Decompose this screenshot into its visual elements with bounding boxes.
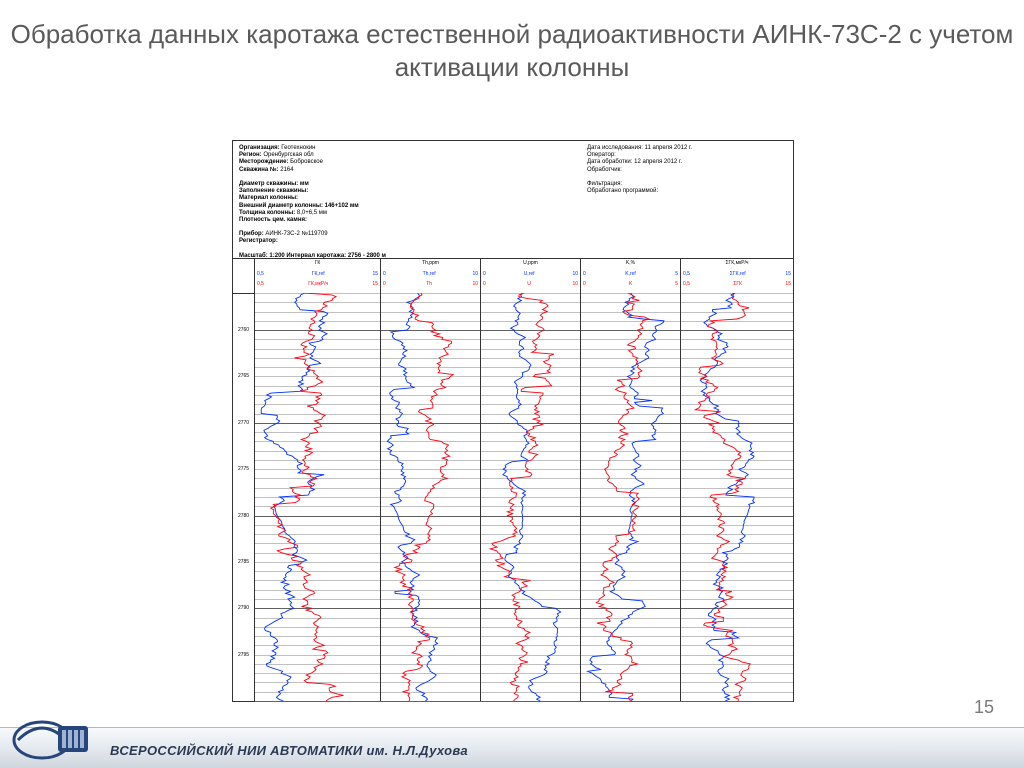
- tracks-area: ГК0,5ГК,ref150,5ГК,мкР/ч15Th,ppm0Th,ref1…: [233, 259, 793, 701]
- depth-header: [233, 259, 255, 293]
- header-right: Дата исследования: 11 апреля 2012 г.Опер…: [587, 145, 787, 195]
- chart-header: Организация: ГеотехнокинРегион: Оренбург…: [233, 141, 793, 259]
- header-row: Плотность цем. камня:: [239, 217, 539, 224]
- header-row: Обработано программой:: [587, 188, 787, 195]
- track-body: [481, 293, 581, 701]
- track-header: ΣГК,мкР/ч0,5ΣГК,ref150,5ΣГК15: [681, 259, 793, 293]
- header-row: Регион: Оренбургская обл: [239, 152, 539, 159]
- header-row: Месторождение: Бобровское: [239, 159, 539, 166]
- header-row: Регистратор:: [239, 238, 539, 245]
- track-body: [681, 293, 793, 701]
- track-header: K,%0K,ref50K5: [581, 259, 681, 293]
- slide-title: Обработка данных каротажа естественной р…: [0, 18, 1024, 83]
- track-header: U,ppm0U,ref100U10: [481, 259, 581, 293]
- track-header: Th,ppm0Th,ref100Th10: [381, 259, 481, 293]
- depth-tick: 2790: [233, 605, 254, 611]
- header-left: Организация: ГеотехнокинРегион: Оренбург…: [239, 145, 539, 260]
- depth-tick: 2780: [233, 513, 254, 519]
- header-row: Организация: Геотехнокин: [239, 145, 539, 152]
- footer-text: ВСЕРОССИЙСКИЙ НИИ АВТОМАТИКИ им. Н.Л.Дух…: [110, 743, 468, 758]
- depth-tick: 2775: [233, 466, 254, 472]
- depth-tick: 2760: [233, 327, 254, 333]
- header-row: Скважина №: 2164: [239, 167, 539, 174]
- header-row: Материал колонны:: [239, 195, 539, 202]
- depth-tick: 2795: [233, 652, 254, 658]
- header-row: Внешний диаметр колонны: 146+102 мм: [239, 203, 539, 210]
- track-header: ГК0,5ГК,ref150,5ГК,мкР/ч15: [255, 259, 381, 293]
- footer-bar: ВСЕРОССИЙСКИЙ НИИ АВТОМАТИКИ им. Н.Л.Дух…: [0, 727, 1024, 768]
- header-row: Дата обработки: 12 апреля 2012 г.: [587, 159, 787, 166]
- log-curve-red: [681, 293, 793, 701]
- header-row: Оператор:: [587, 152, 787, 159]
- log-curve-red: [255, 293, 380, 701]
- header-row: [239, 174, 539, 181]
- header-row: Обработчик:: [587, 167, 787, 174]
- track-body: [255, 293, 381, 701]
- header-row: Заполнение скважины:: [239, 188, 539, 195]
- log-curve-red: [581, 293, 680, 701]
- track-body: [581, 293, 681, 701]
- header-row: [587, 174, 787, 181]
- log-curve-red: [481, 293, 580, 701]
- gridline: [255, 701, 793, 702]
- header-row: Прибор: АИНК-73С-2 №119709: [239, 231, 539, 238]
- slide: Обработка данных каротажа естественной р…: [0, 0, 1024, 768]
- page-number: 15: [974, 697, 994, 718]
- depth-tick: 2765: [233, 373, 254, 379]
- header-row: Толщина колонны: 8,0+6,5 мм: [239, 210, 539, 217]
- header-row: Диаметр скважины: мм: [239, 181, 539, 188]
- header-row: Дата исследования: 11 апреля 2012 г.: [587, 145, 787, 152]
- track-bodies: 2760 2765 2770 2775 2780 2785 2790 2795: [233, 293, 793, 701]
- depth-tick: 2770: [233, 420, 254, 426]
- track-headers: ГК0,5ГК,ref150,5ГК,мкР/ч15Th,ppm0Th,ref1…: [233, 259, 793, 294]
- depth-column: 2760 2765 2770 2775 2780 2785 2790 2795: [233, 293, 255, 701]
- logo-icon: [10, 712, 98, 764]
- well-log-chart: Организация: ГеотехнокинРегион: Оренбург…: [232, 140, 794, 702]
- track-body: [381, 293, 481, 701]
- header-row: [239, 246, 539, 253]
- depth-tick: 2785: [233, 559, 254, 565]
- log-curve-red: [381, 293, 480, 701]
